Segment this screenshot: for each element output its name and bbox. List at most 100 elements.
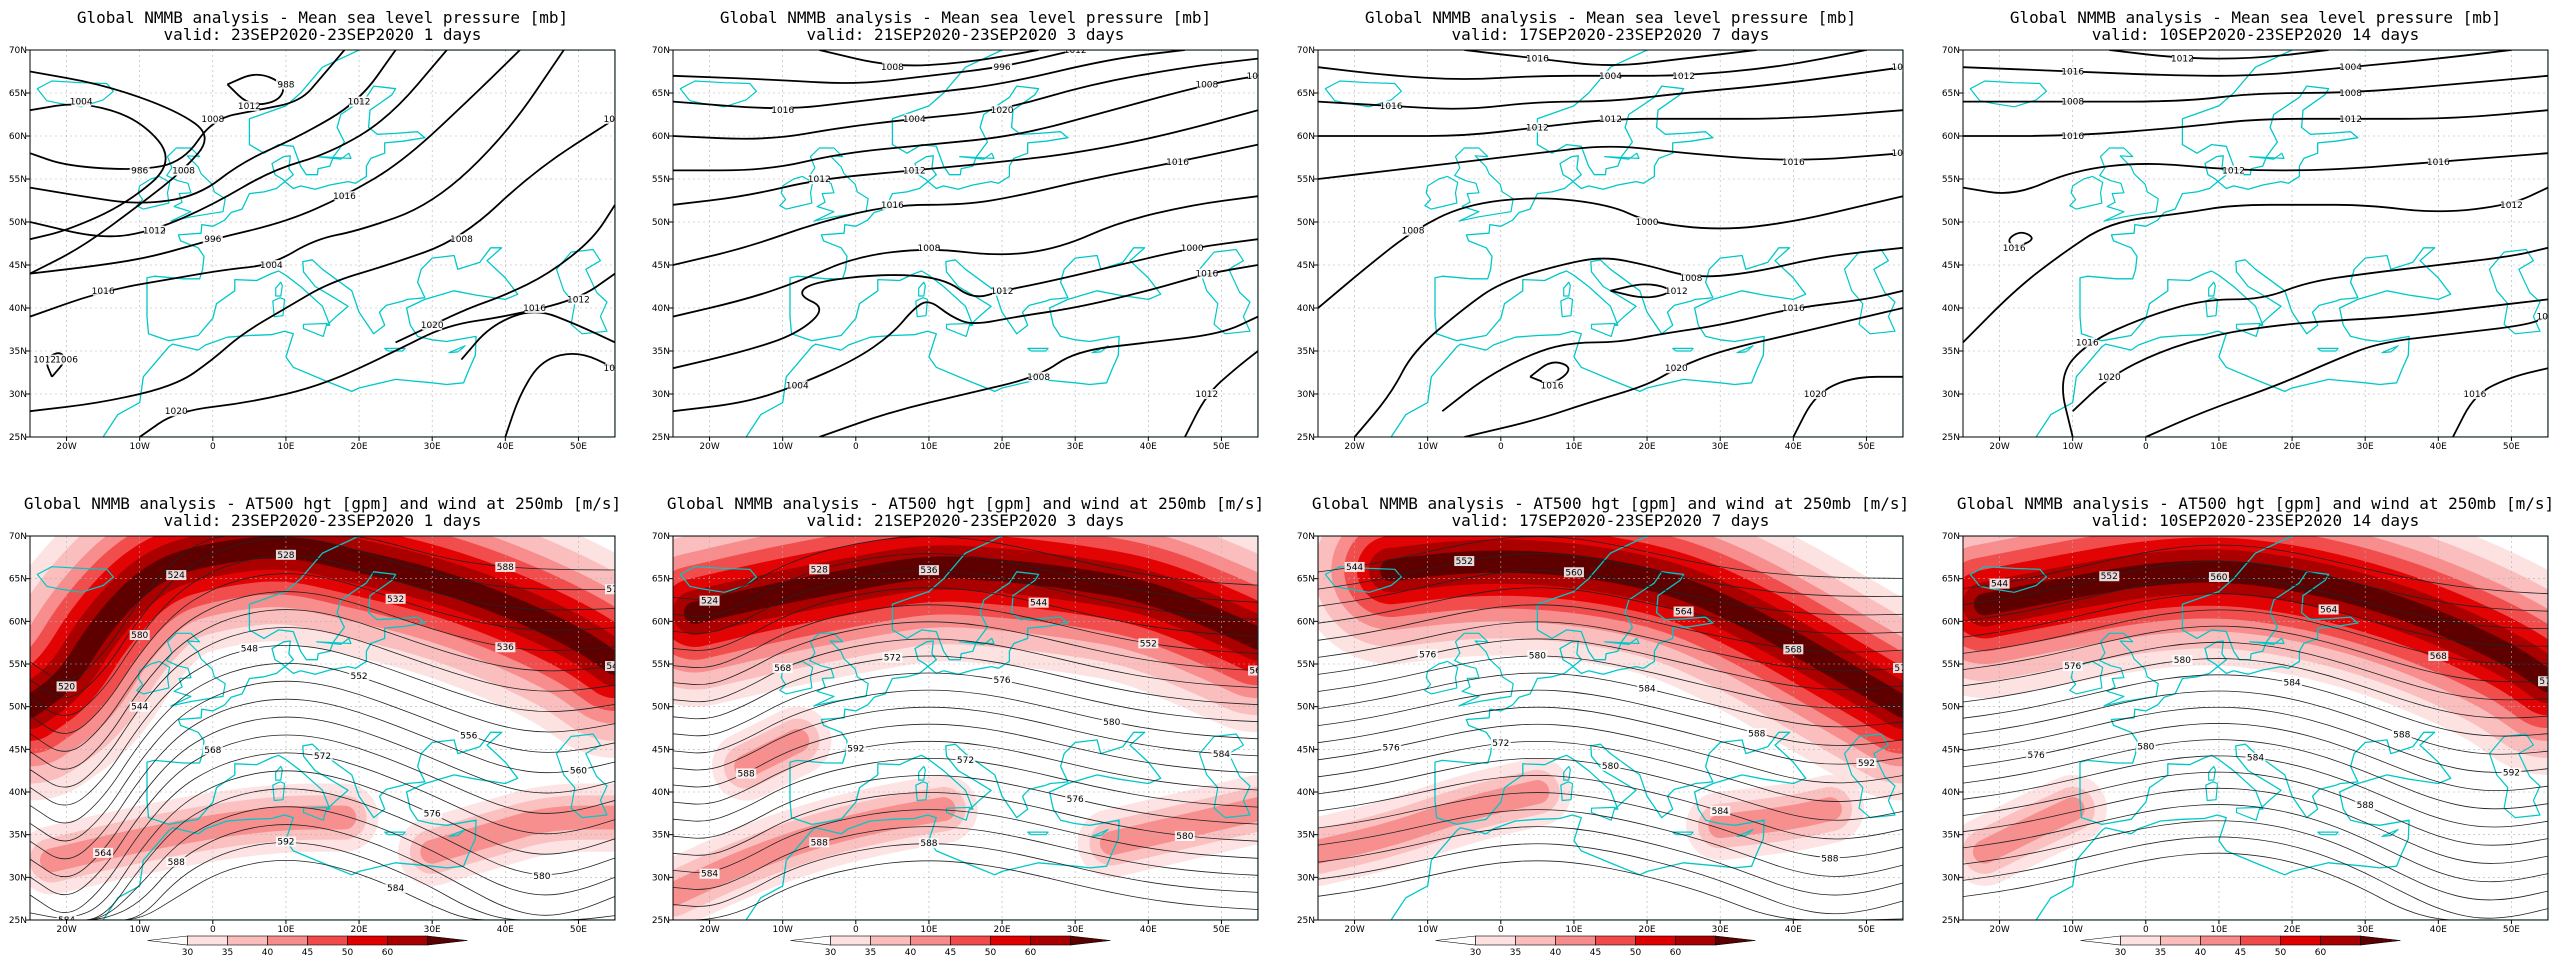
contour-label-bg bbox=[809, 174, 830, 184]
contour-label: 552 bbox=[2101, 572, 2118, 582]
map-background bbox=[30, 50, 615, 437]
contour-label: 584 bbox=[1712, 807, 1729, 817]
coastline-island bbox=[2069, 660, 2104, 695]
map-area: 520 524 528 532 536 540 544 548 552 556 560 564 568 5… bbox=[30, 536, 615, 920]
map-panel: Global NMMB analysis - Mean sea level pr… bbox=[1297, 8, 1904, 452]
contour-label: 1020 bbox=[991, 106, 1014, 116]
y-tick-label: 50N bbox=[652, 218, 670, 228]
x-tick-label: 20E bbox=[350, 925, 367, 935]
contour-label: 524 bbox=[701, 597, 718, 607]
contour-label: 996 bbox=[204, 235, 221, 245]
contour-label-bg bbox=[882, 199, 903, 210]
contour-label: 576 bbox=[1383, 744, 1400, 754]
contour-label: 524 bbox=[168, 571, 185, 581]
height-contour bbox=[673, 536, 1258, 600]
contour-label-bg bbox=[422, 808, 443, 819]
contour-label-bg bbox=[992, 62, 1013, 73]
x-tick-label: 0 bbox=[853, 925, 859, 935]
y-tick-label: 30N bbox=[9, 390, 27, 400]
contour-label-bg bbox=[882, 652, 903, 663]
contour-label: 1016 bbox=[1247, 72, 1270, 82]
x-tick-label: 10E bbox=[920, 925, 937, 935]
height-contour bbox=[1963, 690, 2548, 755]
map-frame bbox=[1962, 49, 2549, 438]
contour-label-bg bbox=[2062, 66, 2083, 77]
y-tick-label: 45N bbox=[9, 745, 27, 755]
contour-label: 588 bbox=[2393, 730, 2410, 740]
coastline-island bbox=[779, 175, 814, 210]
contour-label: 568 bbox=[204, 746, 221, 756]
coastline-island bbox=[555, 733, 608, 819]
contour-label: 1000 bbox=[1181, 244, 1204, 254]
colorbar-segment bbox=[1675, 935, 1716, 946]
panel-valid-date: valid: 23SEP2020-23SEP2020 1 days bbox=[164, 511, 482, 530]
map-panel: Global NMMB analysis - Mean sea level pr… bbox=[652, 8, 1270, 452]
x-tick-label: 10W bbox=[130, 442, 150, 452]
colorbar-segment bbox=[2200, 935, 2241, 946]
contour-label-bg bbox=[1893, 148, 1903, 159]
x-tick-label: 20W bbox=[699, 925, 719, 935]
contour-label: 568 bbox=[774, 664, 791, 674]
contour-label-bg bbox=[1248, 665, 1258, 676]
contour-label-bg bbox=[2135, 741, 2156, 752]
pressure-isobar bbox=[2062, 246, 2548, 437]
height-contour bbox=[1963, 771, 2548, 846]
contour-label-bg bbox=[166, 406, 187, 417]
y-tick-label: 65N bbox=[1942, 575, 1960, 585]
y-tick-label: 65N bbox=[652, 89, 670, 99]
contour-label-bg bbox=[385, 883, 406, 894]
colorbar-tick-label: 30 bbox=[2115, 948, 2127, 958]
wind-speed-band bbox=[30, 536, 615, 718]
contour-label-bg bbox=[312, 750, 333, 761]
contour-label: 1004 bbox=[70, 98, 93, 108]
contour-label-bg bbox=[2391, 729, 2412, 740]
coastline-island bbox=[316, 152, 352, 160]
coastline-island bbox=[2205, 781, 2219, 802]
coastline-island bbox=[1198, 248, 1251, 335]
coastline bbox=[1390, 50, 1903, 437]
colorbar-segment bbox=[830, 935, 871, 946]
contour-label: 572 bbox=[314, 752, 331, 762]
contour-label-bg bbox=[202, 234, 223, 245]
y-tick-label: 65N bbox=[9, 89, 27, 99]
colorbar-segment bbox=[427, 935, 468, 946]
contour-label: 556 bbox=[460, 731, 477, 741]
contour-label: 1016 bbox=[1166, 158, 1189, 168]
contour-label: 1008 bbox=[917, 244, 940, 254]
y-tick-label: 55N bbox=[9, 660, 27, 670]
contour-label: 1020 bbox=[1665, 364, 1688, 374]
colorbar-tick-label: 40 bbox=[2195, 948, 2207, 958]
contour-label: 1012 bbox=[1195, 390, 1218, 400]
map-frame bbox=[29, 49, 616, 438]
colorbar-tick-label: 30 bbox=[1470, 948, 1482, 958]
height-contour bbox=[30, 824, 615, 920]
height-contour bbox=[673, 792, 1258, 856]
height-contour bbox=[673, 655, 1258, 720]
x-tick-label: 40E bbox=[497, 442, 514, 452]
contour-label: 1008 bbox=[1402, 227, 1425, 237]
colorbar: 30 35 40 45 50 60 bbox=[1435, 935, 1756, 958]
height-contour bbox=[1318, 689, 1903, 746]
y-tick-label: 65N bbox=[1297, 89, 1315, 99]
contour-label: 1016 bbox=[2463, 390, 2486, 400]
contour-label-bg bbox=[2172, 53, 2193, 64]
coastline-island bbox=[918, 281, 926, 297]
map-area: 544 552 560 564 568 572 576 580 584 588 592 576 580 5… bbox=[1963, 536, 2548, 920]
contour-label: 592 bbox=[1858, 759, 1875, 769]
coastline-island bbox=[1736, 345, 1754, 354]
contour-label-bg bbox=[495, 561, 516, 572]
coastline-island bbox=[2208, 281, 2216, 297]
height-contour bbox=[1963, 658, 2548, 719]
x-tick-label: 20W bbox=[699, 442, 719, 452]
panel-valid-date: valid: 10SEP2020-23SEP2020 14 days bbox=[2092, 25, 2420, 44]
y-tick-label: 45N bbox=[652, 745, 670, 755]
contour-label-bg bbox=[1600, 760, 1621, 771]
contour-label-bg bbox=[129, 165, 150, 176]
map-area: 524 528 536 544 552 560 568 572 576 580 584 588 592 5… bbox=[673, 536, 1258, 920]
map-panel: Global NMMB analysis - AT500 hgt [gpm] a… bbox=[9, 494, 621, 958]
map-frame bbox=[672, 535, 1259, 921]
colorbar-tick-label: 60 bbox=[382, 948, 394, 958]
contour-label-bg bbox=[1710, 805, 1731, 816]
contour-label: 1012 bbox=[348, 98, 371, 108]
y-tick-label: 45N bbox=[1942, 745, 1960, 755]
